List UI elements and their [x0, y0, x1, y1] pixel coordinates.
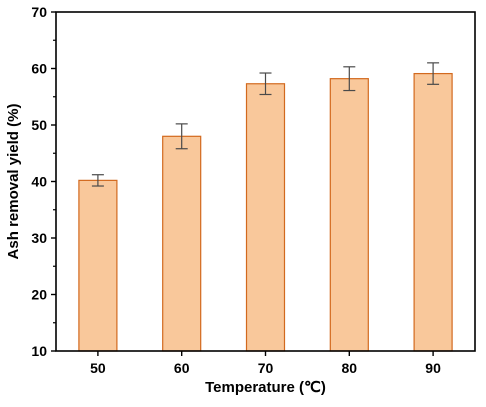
y-axis-title: Ash removal yield (%)	[5, 104, 22, 260]
y-tick-label-50: 50	[31, 117, 47, 133]
x-tick-label-70: 70	[258, 360, 274, 376]
error-bar-90	[427, 62, 440, 85]
bar-90	[413, 72, 453, 352]
x-tick-label-80: 80	[342, 360, 358, 376]
y-tick-label-60: 60	[31, 61, 47, 77]
bar-80	[329, 78, 369, 352]
error-bar-50	[91, 174, 104, 187]
bar-70	[245, 83, 286, 352]
plot-frame	[55, 11, 476, 352]
x-tick-label-90: 90	[425, 360, 441, 376]
bars-layer	[78, 62, 453, 352]
bar-60	[162, 135, 202, 352]
bar-50	[78, 179, 118, 352]
y-tick-label-20: 20	[31, 287, 47, 303]
error-bar-70	[259, 72, 272, 96]
x-axis-title: Temperature (℃)	[205, 379, 326, 396]
error-bar-60	[175, 123, 188, 150]
x-tick-label-50: 50	[90, 360, 106, 376]
error-bar-80	[343, 66, 356, 92]
y-tick-label-30: 30	[31, 230, 47, 246]
y-tick-label-40: 40	[31, 174, 47, 190]
x-tick-label-60: 60	[174, 360, 190, 376]
y-tick-label-70: 70	[31, 4, 47, 20]
y-tick-label-10: 10	[31, 343, 47, 359]
ticks-layer: 50 60 70 80 90 10 20 30 40 50 60 70	[31, 4, 441, 376]
